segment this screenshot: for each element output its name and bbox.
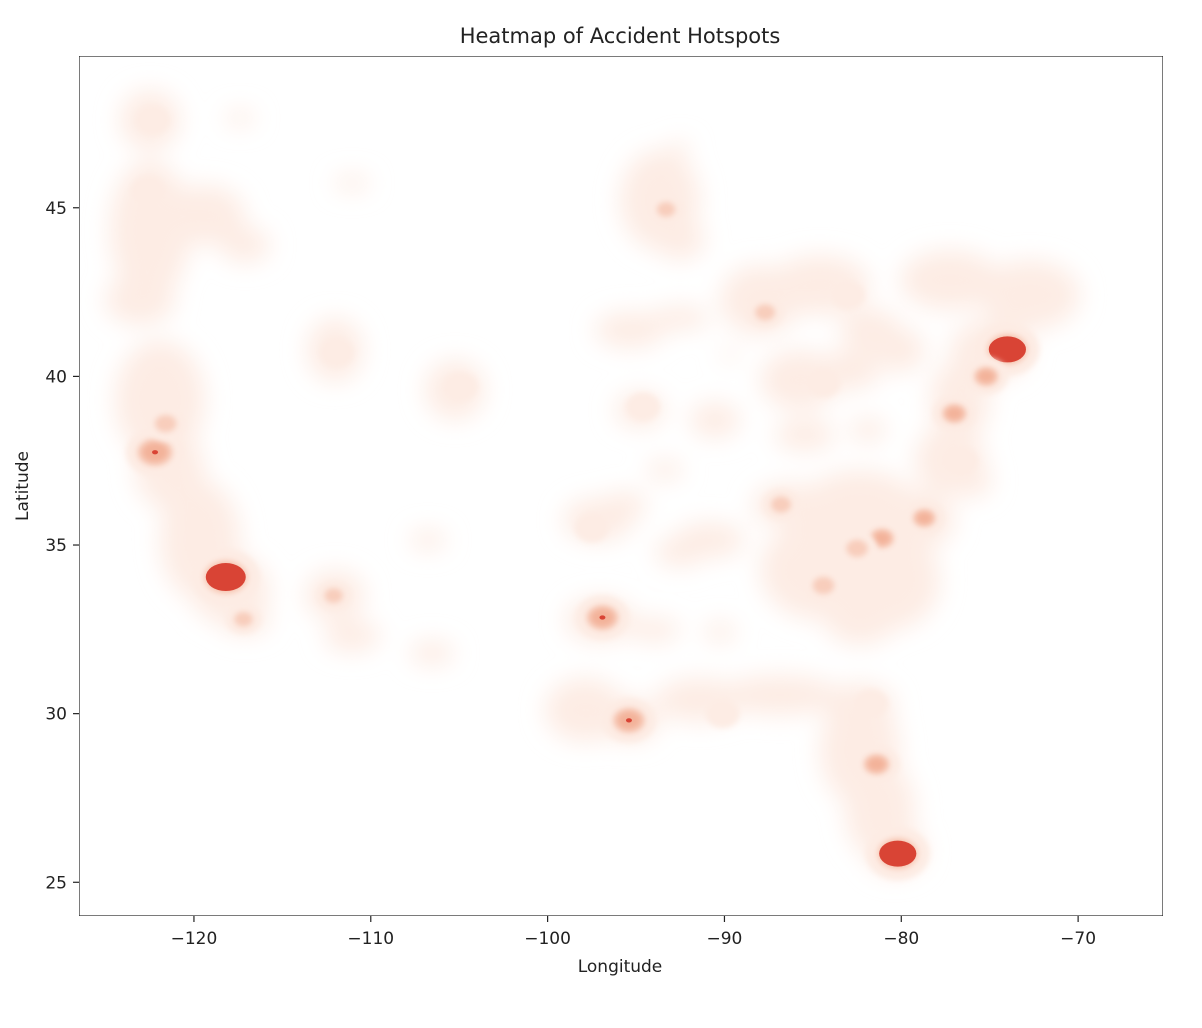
hotspot-22	[320, 338, 355, 368]
hotspot-19	[136, 105, 171, 135]
y-axis: 25 30 35 40 45	[45, 199, 79, 893]
y-tick-label: 45	[45, 199, 67, 219]
hotspot-26	[854, 689, 889, 718]
hotspot-18	[648, 194, 685, 225]
hotspot-11	[837, 531, 878, 566]
hotspot-6	[853, 745, 900, 784]
hotspot-28	[806, 368, 841, 398]
hotspot-29	[944, 446, 979, 476]
hotspot-24	[574, 513, 609, 543]
hotspot-13	[145, 406, 186, 441]
hotspot-8	[932, 395, 977, 432]
x-tick-label: −90	[707, 929, 743, 949]
x-axis: −120 −110 −100 −90 −80 −70	[171, 916, 1096, 949]
hotspot-16	[225, 604, 262, 635]
hotspot-23	[831, 281, 866, 310]
y-tick-label: 35	[45, 536, 67, 556]
hotspot-14	[746, 296, 785, 329]
hotspot-20	[130, 176, 165, 206]
x-tick-label: −100	[524, 929, 571, 949]
hotspot-15	[762, 488, 801, 521]
y-tick-label: 40	[45, 367, 67, 387]
plot-area	[79, 56, 1163, 916]
hotspot-7	[964, 357, 1009, 395]
hotspot-3	[126, 428, 185, 477]
hotspot-5	[601, 697, 656, 743]
hotspot-2	[975, 323, 1040, 376]
hotspot-27	[626, 392, 661, 422]
hotspot-21	[443, 372, 478, 401]
y-tick-label: 30	[45, 705, 67, 725]
hotspot-10	[903, 500, 946, 536]
chart-title: Heatmap of Accident Hotspots	[460, 24, 781, 48]
hotspot-4	[575, 595, 630, 640]
hotspot-25	[705, 699, 740, 729]
x-tick-label: −110	[347, 929, 394, 949]
hotspot-0	[191, 549, 260, 606]
hotspot-layer	[126, 105, 1040, 881]
hotspot-17	[315, 580, 352, 611]
hotspot-12	[803, 568, 844, 603]
x-tick-label: −80	[883, 929, 919, 949]
x-axis-label: Longitude	[578, 957, 663, 977]
hotspot-1	[865, 827, 930, 881]
x-tick-label: −70	[1060, 929, 1096, 949]
x-tick-label: −120	[171, 929, 218, 949]
y-tick-label: 25	[45, 873, 67, 893]
y-axis-label: Latitude	[13, 451, 33, 521]
